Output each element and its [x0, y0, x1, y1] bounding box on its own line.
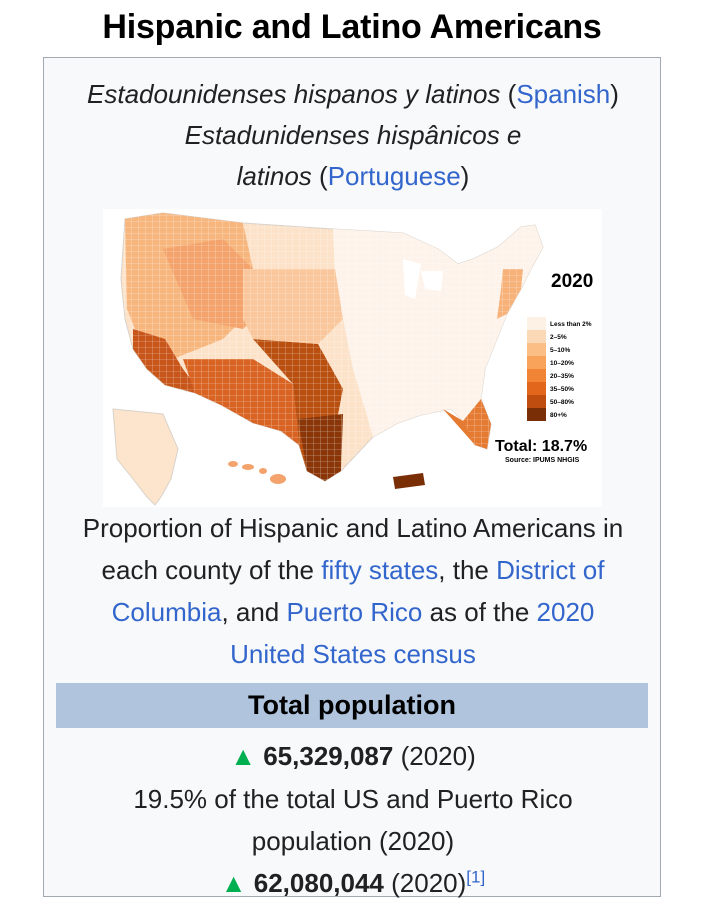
native-name-portuguese-line1: Estadunidenses hispânicos e: [44, 115, 662, 156]
alaska-shape: [112, 408, 179, 506]
page-title: Hispanic and Latino Americans: [102, 8, 602, 46]
link-fifty-states[interactable]: fifty states: [321, 555, 439, 585]
population-percent-line2: population (2020): [251, 826, 455, 856]
link-puerto-rico[interactable]: Puerto Rico: [286, 597, 423, 627]
native-name-text: Estadounidenses hispanos y latinos: [87, 79, 501, 109]
native-name-portuguese-line2: latinos (Portuguese): [236, 161, 470, 191]
map-total-label: Total: 18.7%: [495, 438, 587, 455]
legend-label: 2–5%: [550, 334, 567, 341]
population-year: (2020): [400, 741, 476, 771]
county-map-image[interactable]: 2020 Less than 2% 2–5% 5–10% 10–20% 20–35% 35…: [103, 209, 602, 507]
caption-text: each county of the: [101, 555, 322, 585]
legend-swatch: [527, 330, 546, 343]
legend-swatch: [527, 369, 546, 382]
legend-swatch: [527, 408, 546, 421]
caption-line1: Proportion of Hispanic and Latino Americ…: [82, 513, 624, 543]
reference-link[interactable]: [1]: [466, 867, 486, 887]
legend-label: 50–80%: [550, 399, 574, 406]
population-value: 65,329,087: [263, 741, 394, 771]
caption-text: , and: [221, 597, 287, 627]
caption-text: as of the: [422, 597, 537, 627]
population-stat-2: ▲ 62,080,044 (2020)[1]: [44, 862, 662, 904]
legend-swatch: [527, 343, 546, 356]
link-2020-census[interactable]: 2020: [536, 597, 595, 627]
hawaii-shape: [228, 461, 286, 484]
link-district-of-columbia-2[interactable]: Columbia: [111, 597, 222, 627]
caption-line4: United States census: [52, 633, 654, 675]
increase-triangle-icon: ▲: [220, 868, 247, 898]
legend-label: 5–10%: [550, 347, 570, 354]
population-percent-line1: 19.5% of the total US and Puerto Rico: [133, 784, 573, 814]
caption-line3: Columbia, and Puerto Rico as of the 2020: [52, 591, 654, 633]
map-year-label: 2020: [551, 271, 593, 292]
legend-label: 10–20%: [550, 360, 574, 367]
infobox: Estadounidenses hispanos y latinos (Span…: [43, 57, 662, 898]
population-stat-1: ▲ 65,329,087 (2020): [44, 735, 662, 777]
legend-swatch: [527, 382, 546, 395]
link-district-of-columbia[interactable]: District of: [496, 555, 605, 585]
legend-swatch: [527, 395, 546, 408]
increase-triangle-icon: ▲: [230, 741, 256, 771]
population-value-2: 62,080,044: [253, 868, 384, 898]
us-county-map: 2020 Less than 2% 2–5% 5–10% 10–20% 20–35% 35…: [112, 212, 593, 506]
caption-text: , the: [438, 555, 497, 585]
legend-swatch: [527, 317, 546, 330]
total-population-header: Total population: [56, 683, 648, 728]
puerto-rico-shape: [393, 473, 425, 489]
legend-label: Less than 2%: [550, 321, 592, 328]
link-2020-census-2[interactable]: United States census: [230, 639, 476, 669]
legend-label: 20–35%: [550, 373, 574, 380]
native-name-text: latinos: [236, 161, 312, 191]
map-legend: Less than 2% 2–5% 5–10% 10–20% 20–35% 35–50% 5…: [527, 317, 592, 421]
caption-line2: each county of the fifty states, the Dis…: [52, 549, 654, 591]
link-portuguese[interactable]: Portuguese: [327, 161, 461, 191]
legend-label: 35–50%: [550, 386, 574, 393]
native-name-text: Estadunidenses hispânicos e: [184, 120, 522, 150]
link-spanish[interactable]: Spanish: [516, 79, 611, 109]
map-caption: Proportion of Hispanic and Latino Americ…: [52, 507, 654, 675]
legend-label: 80+%: [550, 412, 567, 419]
map-source-label: Source: IPUMS NHGIS: [505, 457, 580, 464]
native-name-spanish: Estadounidenses hispanos y latinos (Span…: [87, 79, 619, 109]
legend-swatch: [527, 356, 546, 369]
population-year-2: (2020): [391, 868, 467, 898]
